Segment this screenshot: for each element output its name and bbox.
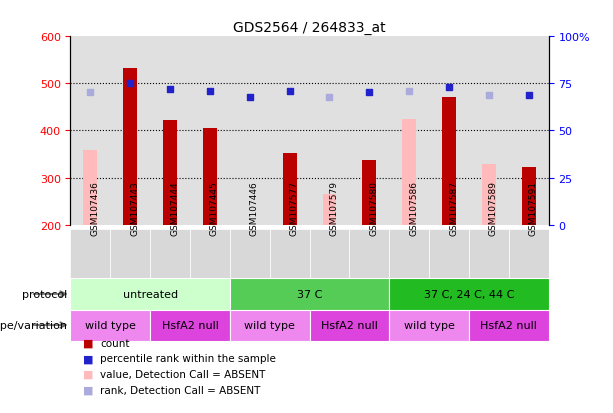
Text: wild type: wild type bbox=[245, 320, 295, 330]
Bar bbox=[70, 37, 110, 225]
Bar bbox=[110, 37, 150, 225]
Bar bbox=[270, 37, 310, 225]
Text: genotype/variation: genotype/variation bbox=[0, 320, 67, 330]
Text: GSM107445: GSM107445 bbox=[210, 180, 219, 235]
Text: untreated: untreated bbox=[123, 289, 178, 299]
Bar bbox=[389, 37, 429, 225]
Text: count: count bbox=[100, 338, 129, 348]
Text: HsfA2 null: HsfA2 null bbox=[321, 320, 378, 330]
Text: GSM107436: GSM107436 bbox=[91, 180, 99, 235]
Bar bbox=[469, 310, 549, 341]
Text: GSM107586: GSM107586 bbox=[409, 180, 418, 235]
Bar bbox=[230, 229, 270, 279]
Bar bbox=[203, 129, 217, 225]
Bar bbox=[110, 229, 150, 279]
Point bbox=[205, 88, 215, 95]
Bar bbox=[469, 229, 509, 279]
Bar bbox=[310, 229, 349, 279]
Point bbox=[484, 92, 494, 99]
Bar bbox=[389, 279, 549, 310]
Bar bbox=[230, 279, 389, 310]
Bar bbox=[349, 37, 389, 225]
Bar bbox=[163, 121, 177, 225]
Text: wild type: wild type bbox=[404, 320, 454, 330]
Bar bbox=[283, 154, 297, 225]
Bar bbox=[509, 229, 549, 279]
Point bbox=[325, 95, 335, 102]
Text: HsfA2 null: HsfA2 null bbox=[162, 320, 218, 330]
Bar bbox=[190, 37, 230, 225]
Bar bbox=[429, 229, 469, 279]
Bar bbox=[509, 37, 549, 225]
Bar bbox=[362, 161, 376, 225]
Text: wild type: wild type bbox=[85, 320, 135, 330]
Bar bbox=[469, 37, 509, 225]
Text: GSM107591: GSM107591 bbox=[528, 180, 538, 235]
Bar bbox=[270, 229, 310, 279]
Bar bbox=[150, 229, 190, 279]
Text: GSM107446: GSM107446 bbox=[250, 180, 259, 235]
Bar bbox=[123, 69, 137, 225]
Point bbox=[125, 81, 135, 88]
Text: percentile rank within the sample: percentile rank within the sample bbox=[100, 354, 276, 363]
Text: GSM107443: GSM107443 bbox=[130, 180, 139, 235]
Bar bbox=[310, 37, 349, 225]
Bar bbox=[70, 279, 230, 310]
Bar bbox=[230, 310, 310, 341]
Bar bbox=[83, 151, 97, 225]
Text: ■: ■ bbox=[83, 385, 93, 395]
Text: HsfA2 null: HsfA2 null bbox=[481, 320, 537, 330]
Bar bbox=[402, 119, 416, 225]
Title: GDS2564 / 264833_at: GDS2564 / 264833_at bbox=[234, 21, 386, 35]
Bar bbox=[190, 229, 230, 279]
Bar bbox=[70, 310, 150, 341]
Text: GSM107587: GSM107587 bbox=[449, 180, 458, 235]
Text: ■: ■ bbox=[83, 338, 93, 348]
Bar bbox=[349, 229, 389, 279]
Bar bbox=[522, 167, 536, 225]
Bar bbox=[150, 37, 190, 225]
Text: GSM107577: GSM107577 bbox=[289, 180, 299, 235]
Point bbox=[444, 85, 454, 91]
Point bbox=[364, 89, 374, 96]
Bar bbox=[389, 310, 469, 341]
Text: ■: ■ bbox=[83, 354, 93, 363]
Point bbox=[86, 89, 96, 96]
Text: value, Detection Call = ABSENT: value, Detection Call = ABSENT bbox=[100, 369, 265, 379]
Bar bbox=[442, 98, 456, 225]
Bar bbox=[310, 310, 389, 341]
Bar bbox=[429, 37, 469, 225]
Text: 37 C, 24 C, 44 C: 37 C, 24 C, 44 C bbox=[424, 289, 514, 299]
Text: GSM107589: GSM107589 bbox=[489, 180, 498, 235]
Bar bbox=[482, 165, 496, 225]
Text: 37 C: 37 C bbox=[297, 289, 322, 299]
Bar bbox=[389, 229, 429, 279]
Point bbox=[405, 88, 414, 95]
Point bbox=[245, 95, 255, 102]
Text: rank, Detection Call = ABSENT: rank, Detection Call = ABSENT bbox=[100, 385, 261, 395]
Bar bbox=[230, 37, 270, 225]
Text: GSM107580: GSM107580 bbox=[369, 180, 378, 235]
Bar bbox=[70, 229, 110, 279]
Text: GSM107579: GSM107579 bbox=[330, 180, 338, 235]
Point bbox=[284, 88, 294, 95]
Bar bbox=[322, 195, 337, 225]
Text: ■: ■ bbox=[83, 369, 93, 379]
Bar bbox=[150, 310, 230, 341]
Text: protocol: protocol bbox=[22, 289, 67, 299]
Point bbox=[524, 92, 533, 99]
Point bbox=[166, 86, 175, 93]
Text: GSM107444: GSM107444 bbox=[170, 180, 179, 235]
